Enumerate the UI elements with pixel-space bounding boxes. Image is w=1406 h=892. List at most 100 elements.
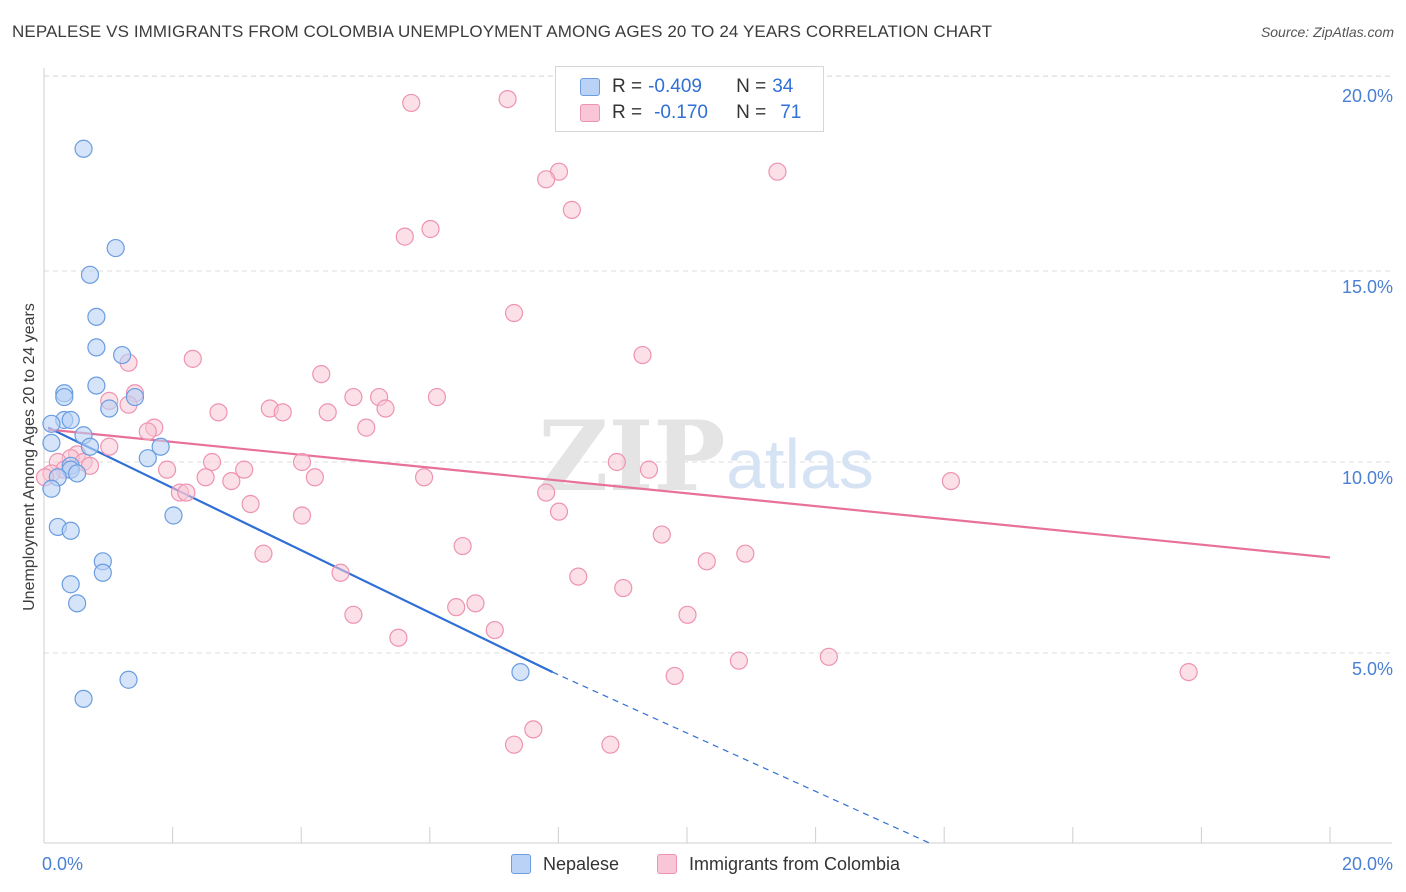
watermark-zip: ZIP xyxy=(538,400,725,513)
nepalese-point xyxy=(42,433,61,452)
colombia-point xyxy=(768,162,787,181)
colombia-point xyxy=(729,651,749,670)
nepalese-point xyxy=(61,575,80,594)
y-tick-label: 10.0% xyxy=(1342,468,1393,488)
colombia-legend-swatch xyxy=(657,854,677,874)
nepalese-point xyxy=(87,338,106,357)
colombia-point xyxy=(331,563,350,582)
source-label: Source: ZipAtlas.com xyxy=(1260,24,1394,40)
x-tick-label-min: 0.0% xyxy=(42,854,83,874)
nepalese-point xyxy=(151,437,170,456)
nepalese-point xyxy=(61,521,80,540)
colombia-trend-line xyxy=(48,428,1331,559)
nepalese-point xyxy=(55,387,74,407)
colombia-point xyxy=(235,460,254,479)
nepalese-legend-swatch xyxy=(511,854,531,874)
nepalese-trend-extension xyxy=(552,671,932,845)
nepalese-swatch xyxy=(580,78,600,96)
y-tick-label: 15.0% xyxy=(1342,277,1393,297)
nepalese-point xyxy=(68,464,87,483)
nepalese-point xyxy=(74,689,93,708)
colombia-point xyxy=(196,468,215,487)
colombia-point xyxy=(376,399,395,418)
colombia-point xyxy=(183,349,202,368)
colombia-point xyxy=(222,472,241,491)
colombia-point xyxy=(607,452,626,472)
colombia-point xyxy=(157,460,177,479)
colombia-r-value: -0.170 xyxy=(654,102,708,123)
nepalese-point xyxy=(87,376,106,395)
colombia-point xyxy=(202,452,222,472)
nepalese-point xyxy=(68,594,87,613)
colombia-point xyxy=(498,89,517,109)
nepalese-point xyxy=(119,670,138,689)
colombia-point xyxy=(312,365,331,384)
colombia-point xyxy=(524,720,543,739)
colombia-point xyxy=(504,735,524,754)
legend-row-nepalese: R = -0.409 N = 34 xyxy=(580,75,793,99)
n-label: N = xyxy=(736,102,767,123)
nepalese-n-value: 34 xyxy=(772,76,794,97)
colombia-point xyxy=(177,483,196,502)
colombia-point xyxy=(639,460,659,479)
colombia-point xyxy=(292,452,312,472)
colombia-point xyxy=(504,303,524,323)
colombia-point xyxy=(138,422,157,441)
colombia-point xyxy=(344,387,363,407)
y-tick-label: 5.0% xyxy=(1352,659,1393,679)
r-label: R = xyxy=(612,76,643,97)
colombia-point xyxy=(569,567,588,586)
colombia-point xyxy=(453,536,472,556)
colombia-point xyxy=(633,345,652,365)
watermark-atlas: atlas xyxy=(726,425,874,503)
colombia-point xyxy=(466,594,485,613)
colombia-point xyxy=(678,605,697,624)
colombia-n-value: 71 xyxy=(780,102,802,123)
colombia-point xyxy=(209,403,228,422)
colombia-point xyxy=(395,227,414,246)
colombia-point xyxy=(736,544,755,563)
colombia-point xyxy=(318,403,337,422)
nepalese-point xyxy=(93,563,112,582)
nepalese-point xyxy=(511,662,530,682)
nepalese-point xyxy=(100,399,119,418)
x-tick-label-max: 20.0% xyxy=(1342,854,1393,874)
colombia-point xyxy=(100,437,119,456)
colombia-point xyxy=(601,735,620,754)
colombia-point xyxy=(421,219,440,239)
colombia-point xyxy=(273,403,292,422)
y-tick-label: 20.0% xyxy=(1342,86,1393,106)
colombia-point xyxy=(427,387,447,407)
nepalese-point xyxy=(74,139,93,158)
colombia-point xyxy=(941,472,961,491)
colombia-point xyxy=(537,170,556,189)
chart-title: NEPALESE VS IMMIGRANTS FROM COLOMBIA UNE… xyxy=(12,22,993,41)
colombia-point xyxy=(292,506,312,525)
colombia-point xyxy=(549,502,569,521)
nepalese-point xyxy=(138,449,157,468)
colombia-point xyxy=(447,598,466,617)
colombia-point xyxy=(1179,662,1198,682)
nepalese-point xyxy=(112,345,132,365)
n-label: N = xyxy=(736,76,767,97)
nepalese-legend-label: Nepalese xyxy=(543,853,620,874)
bottom-legend-colombia[interactable]: Immigrants from Colombia xyxy=(657,852,900,876)
colombia-point xyxy=(344,605,363,624)
nepalese-point xyxy=(80,265,100,284)
colombia-point xyxy=(537,483,556,502)
colombia-point xyxy=(485,620,504,640)
colombia-point xyxy=(652,525,671,544)
nepalese-point xyxy=(87,307,106,326)
colombia-point xyxy=(414,468,434,487)
colombia-point xyxy=(562,200,581,219)
colombia-point xyxy=(305,468,324,487)
colombia-point xyxy=(614,578,633,598)
nepalese-point xyxy=(164,506,183,525)
bottom-legend-nepalese[interactable]: Nepalese xyxy=(511,852,619,876)
nepalese-point xyxy=(61,410,80,430)
colombia-point xyxy=(241,494,260,514)
nepalese-point xyxy=(42,479,61,498)
nepalese-point xyxy=(42,414,61,433)
colombia-point xyxy=(402,93,421,113)
